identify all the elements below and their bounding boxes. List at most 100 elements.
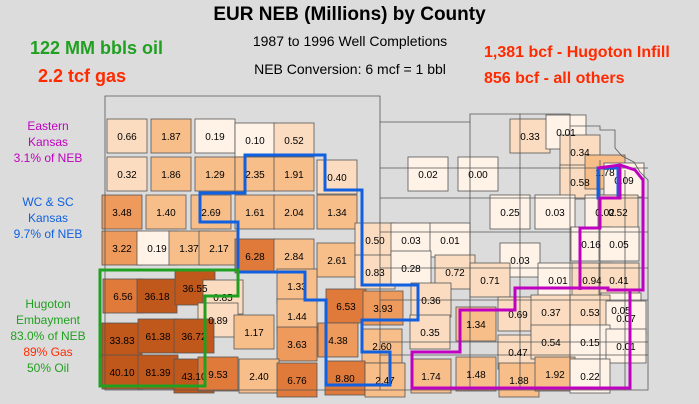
county-cell xyxy=(457,156,499,192)
county-value-label: 0.34 xyxy=(570,148,590,159)
county-cell xyxy=(273,238,315,274)
county-cell xyxy=(537,262,579,298)
county-value-label: 0.03 xyxy=(545,208,565,219)
county-cell xyxy=(238,358,280,394)
county-value-label: 0.58 xyxy=(570,178,590,189)
county-value-label: 0.01 xyxy=(440,236,460,247)
county-cell xyxy=(364,362,406,398)
county-value-label: 2.61 xyxy=(327,256,347,267)
county-value-label: 0.83 xyxy=(365,268,385,279)
county-cell xyxy=(101,230,143,266)
county-cell xyxy=(489,194,531,230)
county-value-label: 0.71 xyxy=(480,276,500,287)
region-hugoton-line1: Hugoton xyxy=(25,297,71,311)
county-value-label: 4.38 xyxy=(328,336,348,347)
county-value-label: 0.50 xyxy=(365,236,385,247)
county-value-label: 0.01 xyxy=(548,276,568,287)
county-value-label: 0.53 xyxy=(580,308,600,319)
county-cell xyxy=(605,328,647,364)
county-value-label: 1.78 xyxy=(595,168,615,179)
county-cell xyxy=(136,278,178,314)
county-cell xyxy=(233,314,275,350)
county-value-label: 0.05 xyxy=(609,240,629,251)
county-value-label: 1.29 xyxy=(205,170,225,181)
region-wcsc-line3: 9.7% of NEB xyxy=(13,227,83,241)
gas-total: 2.2 tcf gas xyxy=(38,66,127,86)
county-cell xyxy=(106,118,148,154)
county-value-label: 1.61 xyxy=(245,208,265,219)
county-cell xyxy=(276,362,318,398)
state-outline xyxy=(104,95,649,391)
county-value-label: 0.05 xyxy=(611,306,631,317)
county-value-label: 0.32 xyxy=(117,170,137,181)
county-value-label: 9.53 xyxy=(208,370,228,381)
county-cell xyxy=(469,262,511,298)
county-value-label: 2.47 xyxy=(375,376,395,387)
county-cell xyxy=(173,318,215,354)
county-value-label: 0.54 xyxy=(541,338,561,349)
county-value-label: 0.16 xyxy=(581,240,601,251)
county-value-label: 0.09 xyxy=(614,176,634,187)
region-hugoton-line4: 89% Gas xyxy=(23,345,73,359)
county-value-label: 36.18 xyxy=(144,292,169,303)
county-cell xyxy=(455,306,497,342)
eastern-kansas-region-outline xyxy=(410,163,645,390)
county-cell xyxy=(234,122,276,158)
region-label-wcsc: WC & SC Kansas 9.7% of NEB xyxy=(0,194,96,242)
county-cell xyxy=(429,222,471,258)
county-value-label: 0.72 xyxy=(445,268,465,279)
county-value-label: 2.84 xyxy=(284,252,304,263)
county-value-label: 1.17 xyxy=(244,328,264,339)
county-value-label: 33.83 xyxy=(109,336,134,347)
county-value-label: 1.33 xyxy=(287,282,307,293)
county-cell xyxy=(361,328,403,364)
county-cell xyxy=(316,194,358,230)
county-value-label: 0.52 xyxy=(608,208,628,219)
region-hugoton-line3: 83.0% of NEB xyxy=(10,329,86,343)
county-value-label: 1.92 xyxy=(545,370,565,381)
county-cell xyxy=(598,226,640,262)
county-value-label: 0.85 xyxy=(213,293,233,304)
county-value-label: 6.53 xyxy=(336,302,356,313)
region-hugoton-line5: 50% Oil xyxy=(26,361,70,375)
county-cell xyxy=(273,156,315,192)
county-value-label: 0.28 xyxy=(401,264,421,275)
county-cell xyxy=(101,354,143,390)
county-value-label: 0.22 xyxy=(580,372,600,383)
county-cell xyxy=(234,238,276,274)
page-title: EUR NEB (Millions) by County xyxy=(213,4,486,25)
county-value-label: 0.01 xyxy=(556,128,576,139)
county-cell xyxy=(597,194,639,230)
county-value-labels: 0.66 1.87 0.19 0.10 0.52 0.33 0.01 0.32 1.86 1.29… xyxy=(109,128,636,387)
county-value-label: 1.91 xyxy=(284,170,304,181)
county-value-label: 8.80 xyxy=(335,374,355,385)
county-cell xyxy=(534,356,576,392)
county-value-label: 3.63 xyxy=(287,340,307,351)
region-hugoton-line2: Embayment xyxy=(15,313,81,327)
county-cells xyxy=(101,114,647,398)
county-cell xyxy=(273,122,315,158)
county-value-label: 2.35 xyxy=(245,170,265,181)
county-value-label: 0.00 xyxy=(468,170,488,181)
county-cell xyxy=(273,194,315,230)
county-value-label: 0.94 xyxy=(582,276,602,287)
county-value-label: 0.40 xyxy=(327,173,347,184)
county-value-label: 1.88 xyxy=(509,376,529,387)
county-value-label: 6.56 xyxy=(113,292,133,303)
county-value-label: 2.17 xyxy=(209,244,229,255)
county-cell xyxy=(534,194,576,230)
hugoton-embayment-region-outline xyxy=(98,268,240,388)
county-value-label: 1.37 xyxy=(179,244,199,255)
county-cell xyxy=(455,356,497,392)
county-value-label: 0.10 xyxy=(245,136,265,147)
county-cell xyxy=(498,362,540,398)
county-value-label: 0.25 xyxy=(500,208,520,219)
county-value-label: 2.60 xyxy=(372,342,392,353)
county-value-label: 0.37 xyxy=(541,308,561,319)
county-value-label: 2.04 xyxy=(284,208,304,219)
county-value-label: 2.40 xyxy=(249,372,269,383)
county-value-label: 2.69 xyxy=(201,208,221,219)
county-value-label: 1.44 xyxy=(287,312,307,323)
county-value-label: 6.76 xyxy=(287,376,307,387)
county-value-label: 43.10 xyxy=(181,372,206,383)
